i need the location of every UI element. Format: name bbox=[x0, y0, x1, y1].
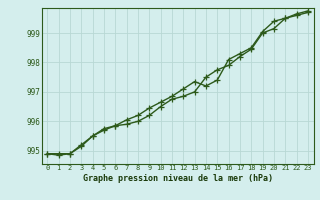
X-axis label: Graphe pression niveau de la mer (hPa): Graphe pression niveau de la mer (hPa) bbox=[83, 174, 273, 183]
